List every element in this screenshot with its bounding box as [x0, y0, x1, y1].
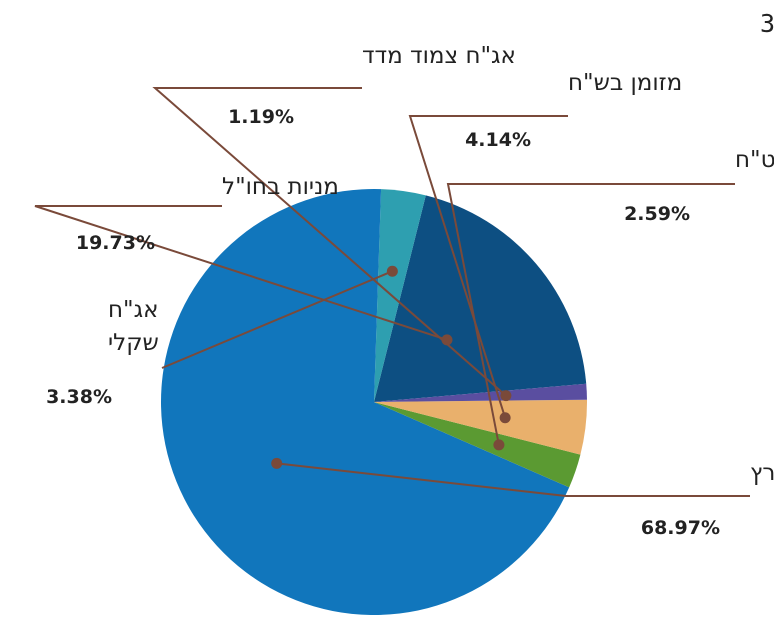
- leader-lines: [34, 87, 750, 497]
- slice-value-agch-shekel: 3.38%: [46, 386, 112, 408]
- slice-labels: מניות בחו"ל 19.73% אג"ח שקלי 3.38% מניות בארץ…: [46, 43, 774, 539]
- slice-value-local-stocks: 68.97%: [641, 517, 720, 539]
- pie-slices: [161, 189, 587, 615]
- slice-label-fx-cash: מזומן במט"ח: [735, 147, 774, 173]
- slice-label-shekel-cash: מזומן בש"ח: [568, 70, 682, 96]
- leader-line-agch-shekel: [161, 270, 393, 369]
- leader-line-bahul-stocks: [34, 205, 448, 341]
- leader-line-local-stocks: [276, 462, 750, 497]
- leader-dot-fx-cash: [493, 439, 505, 451]
- pie-slice-fx-cash: [374, 402, 581, 488]
- slice-value-cpi-bonds: 1.19%: [228, 106, 294, 128]
- pie-slice-agch-shekel: [374, 189, 426, 402]
- slice-label-bahul-stocks: מניות בחו"ל: [222, 174, 339, 200]
- slice-label-agch-shekel-line-1: אג"ח: [108, 297, 158, 323]
- slice-label-cpi-bonds: אג"ח צמוד מדד: [362, 43, 516, 69]
- pie-slice-shekel-cash: [374, 399, 587, 455]
- leader-line-cpi-bonds: [152, 87, 507, 397]
- date-label: נכון לתאריך 30.06.2025: [760, 9, 774, 38]
- slice-label-local-stocks: מניות בארץ: [750, 460, 774, 486]
- leader-dot-shekel-cash: [499, 412, 511, 424]
- slice-value-fx-cash: 2.59%: [624, 203, 690, 225]
- leader-line-shekel-cash: [408, 115, 568, 419]
- slice-value-bahul-stocks: 19.73%: [76, 232, 155, 254]
- pie-slice-cpi-bonds: [374, 383, 587, 402]
- pie-slice-bahul-stocks: [374, 195, 587, 402]
- slice-value-shekel-cash: 4.14%: [465, 129, 531, 151]
- leader-dot-local-stocks: [271, 457, 283, 469]
- leader-line-fx-cash: [446, 183, 735, 446]
- slice-label-agch-shekel-line-2: שקלי: [108, 330, 159, 356]
- leader-dot-cpi-bonds: [500, 390, 512, 402]
- pie-slice-local-stocks: [161, 189, 570, 615]
- leader-dot-agch-shekel: [386, 265, 398, 277]
